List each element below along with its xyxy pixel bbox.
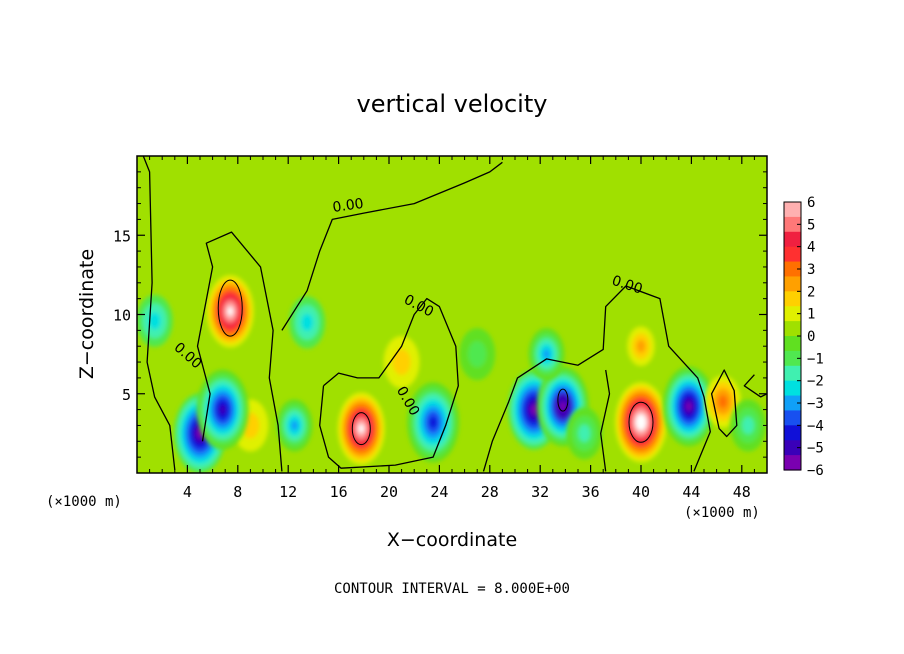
- velocity-cell: [528, 328, 565, 381]
- core-contour-line: [628, 401, 654, 443]
- x-axis-label: X−coordinate: [387, 529, 517, 551]
- colorbar-label: 5: [807, 217, 815, 233]
- x-tick-label: 44: [682, 483, 700, 501]
- x-tick-label: 36: [582, 483, 600, 501]
- contour-label: 0.00: [332, 196, 365, 216]
- velocity-cell: [662, 366, 715, 447]
- colorbar-label: −4: [807, 418, 824, 434]
- x-tick-label: 16: [330, 483, 348, 501]
- colorbar-swatch: [784, 216, 801, 233]
- zero-contour-line: [281, 161, 503, 331]
- x-tick-label: 28: [481, 483, 499, 501]
- velocity-cell: [623, 320, 659, 373]
- velocity-cell: [459, 328, 496, 381]
- x-tick-label: 40: [632, 483, 650, 501]
- colorbar-swatch: [784, 395, 801, 412]
- zero-contour-line: [600, 369, 611, 472]
- velocity-field: [137, 156, 767, 473]
- y-tick-label: 15: [113, 227, 131, 245]
- x-tick-label: 24: [430, 483, 448, 501]
- x-tick-label: 48: [733, 483, 751, 501]
- colorbar-label: 0: [807, 329, 815, 345]
- zero-contour-line: [142, 156, 176, 470]
- core-contour-line: [217, 279, 243, 337]
- x-tick-label: 12: [279, 483, 297, 501]
- zero-contour-line: [743, 374, 767, 398]
- velocity-cell: [335, 388, 388, 469]
- x-unit-left: (×1000 m): [46, 494, 122, 510]
- colorbar-label: 2: [807, 284, 815, 300]
- colorbar-swatch: [784, 306, 801, 322]
- y-axis-ticks: 5 10 15: [113, 171, 767, 458]
- contour-interval-note: CONTOUR INTERVAL = 8.000E+00: [334, 581, 570, 597]
- colorbar-swatch: [784, 246, 801, 263]
- x-tick-label: 4: [183, 483, 192, 501]
- velocity-cell: [276, 399, 313, 452]
- velocity-cell: [204, 271, 257, 352]
- colorbar-swatch: [784, 440, 801, 456]
- y-axis-label: Z−coordinate: [76, 249, 98, 379]
- colorbar-swatch: [784, 261, 801, 278]
- colorbar-label: 3: [807, 262, 815, 278]
- core-contour-line: [557, 388, 569, 412]
- velocity-cell: [615, 382, 667, 463]
- x-tick-label: 8: [233, 483, 242, 501]
- velocity-cell: [407, 382, 460, 463]
- colorbar-swatch: [784, 365, 801, 382]
- colorbar-label: 1: [807, 307, 815, 323]
- x-unit-right: (×1000 m): [684, 505, 760, 521]
- colorbar: 6 5 4 3 2 1 0 −1 −2 −3 −4 −5 −6: [783, 195, 824, 479]
- zero-contour-line: [319, 297, 459, 469]
- colorbar-swatch: [784, 350, 801, 367]
- x-axis-ticks: 4 8 12 16 20 24 28 32 36 40 44 48: [149, 156, 755, 501]
- colorbar-swatch: [784, 291, 801, 307]
- velocity-cell: [730, 399, 767, 452]
- colorbar-label: 6: [807, 195, 815, 211]
- colorbar-swatch: [784, 425, 801, 441]
- y-tick-label: 10: [113, 307, 131, 325]
- colorbar-label: −2: [807, 374, 824, 390]
- colorbar-swatch: [784, 202, 801, 218]
- colorbar-swatch: [784, 276, 801, 292]
- colorbar-swatch: [784, 321, 801, 337]
- colorbar-swatch: [784, 455, 801, 471]
- zero-contour-line: [710, 369, 738, 438]
- velocity-cell: [289, 296, 326, 349]
- velocity-cell: [137, 294, 173, 347]
- colorbar-swatch: [784, 231, 801, 248]
- colorbar-swatch: [784, 410, 801, 426]
- x-tick-label: 20: [380, 483, 398, 501]
- chart-title: vertical velocity: [357, 90, 548, 118]
- x-tick-label: 32: [531, 483, 549, 501]
- core-contour-line: [351, 412, 371, 446]
- colorbar-label: −3: [807, 396, 824, 412]
- colorbar-label: −1: [807, 351, 824, 367]
- colorbar-label: −5: [807, 441, 824, 457]
- colorbar-swatch: [784, 336, 801, 352]
- colorbar-swatch: [784, 380, 801, 397]
- velocity-cell: [196, 369, 249, 450]
- y-tick-label: 5: [122, 386, 131, 404]
- velocity-cell: [566, 407, 603, 460]
- zero-contour-line: [196, 231, 283, 472]
- colorbar-label: 4: [807, 240, 815, 256]
- zero-contour-line: [482, 285, 711, 472]
- velocity-cell: [383, 336, 420, 389]
- colorbar-label: −6: [807, 463, 824, 479]
